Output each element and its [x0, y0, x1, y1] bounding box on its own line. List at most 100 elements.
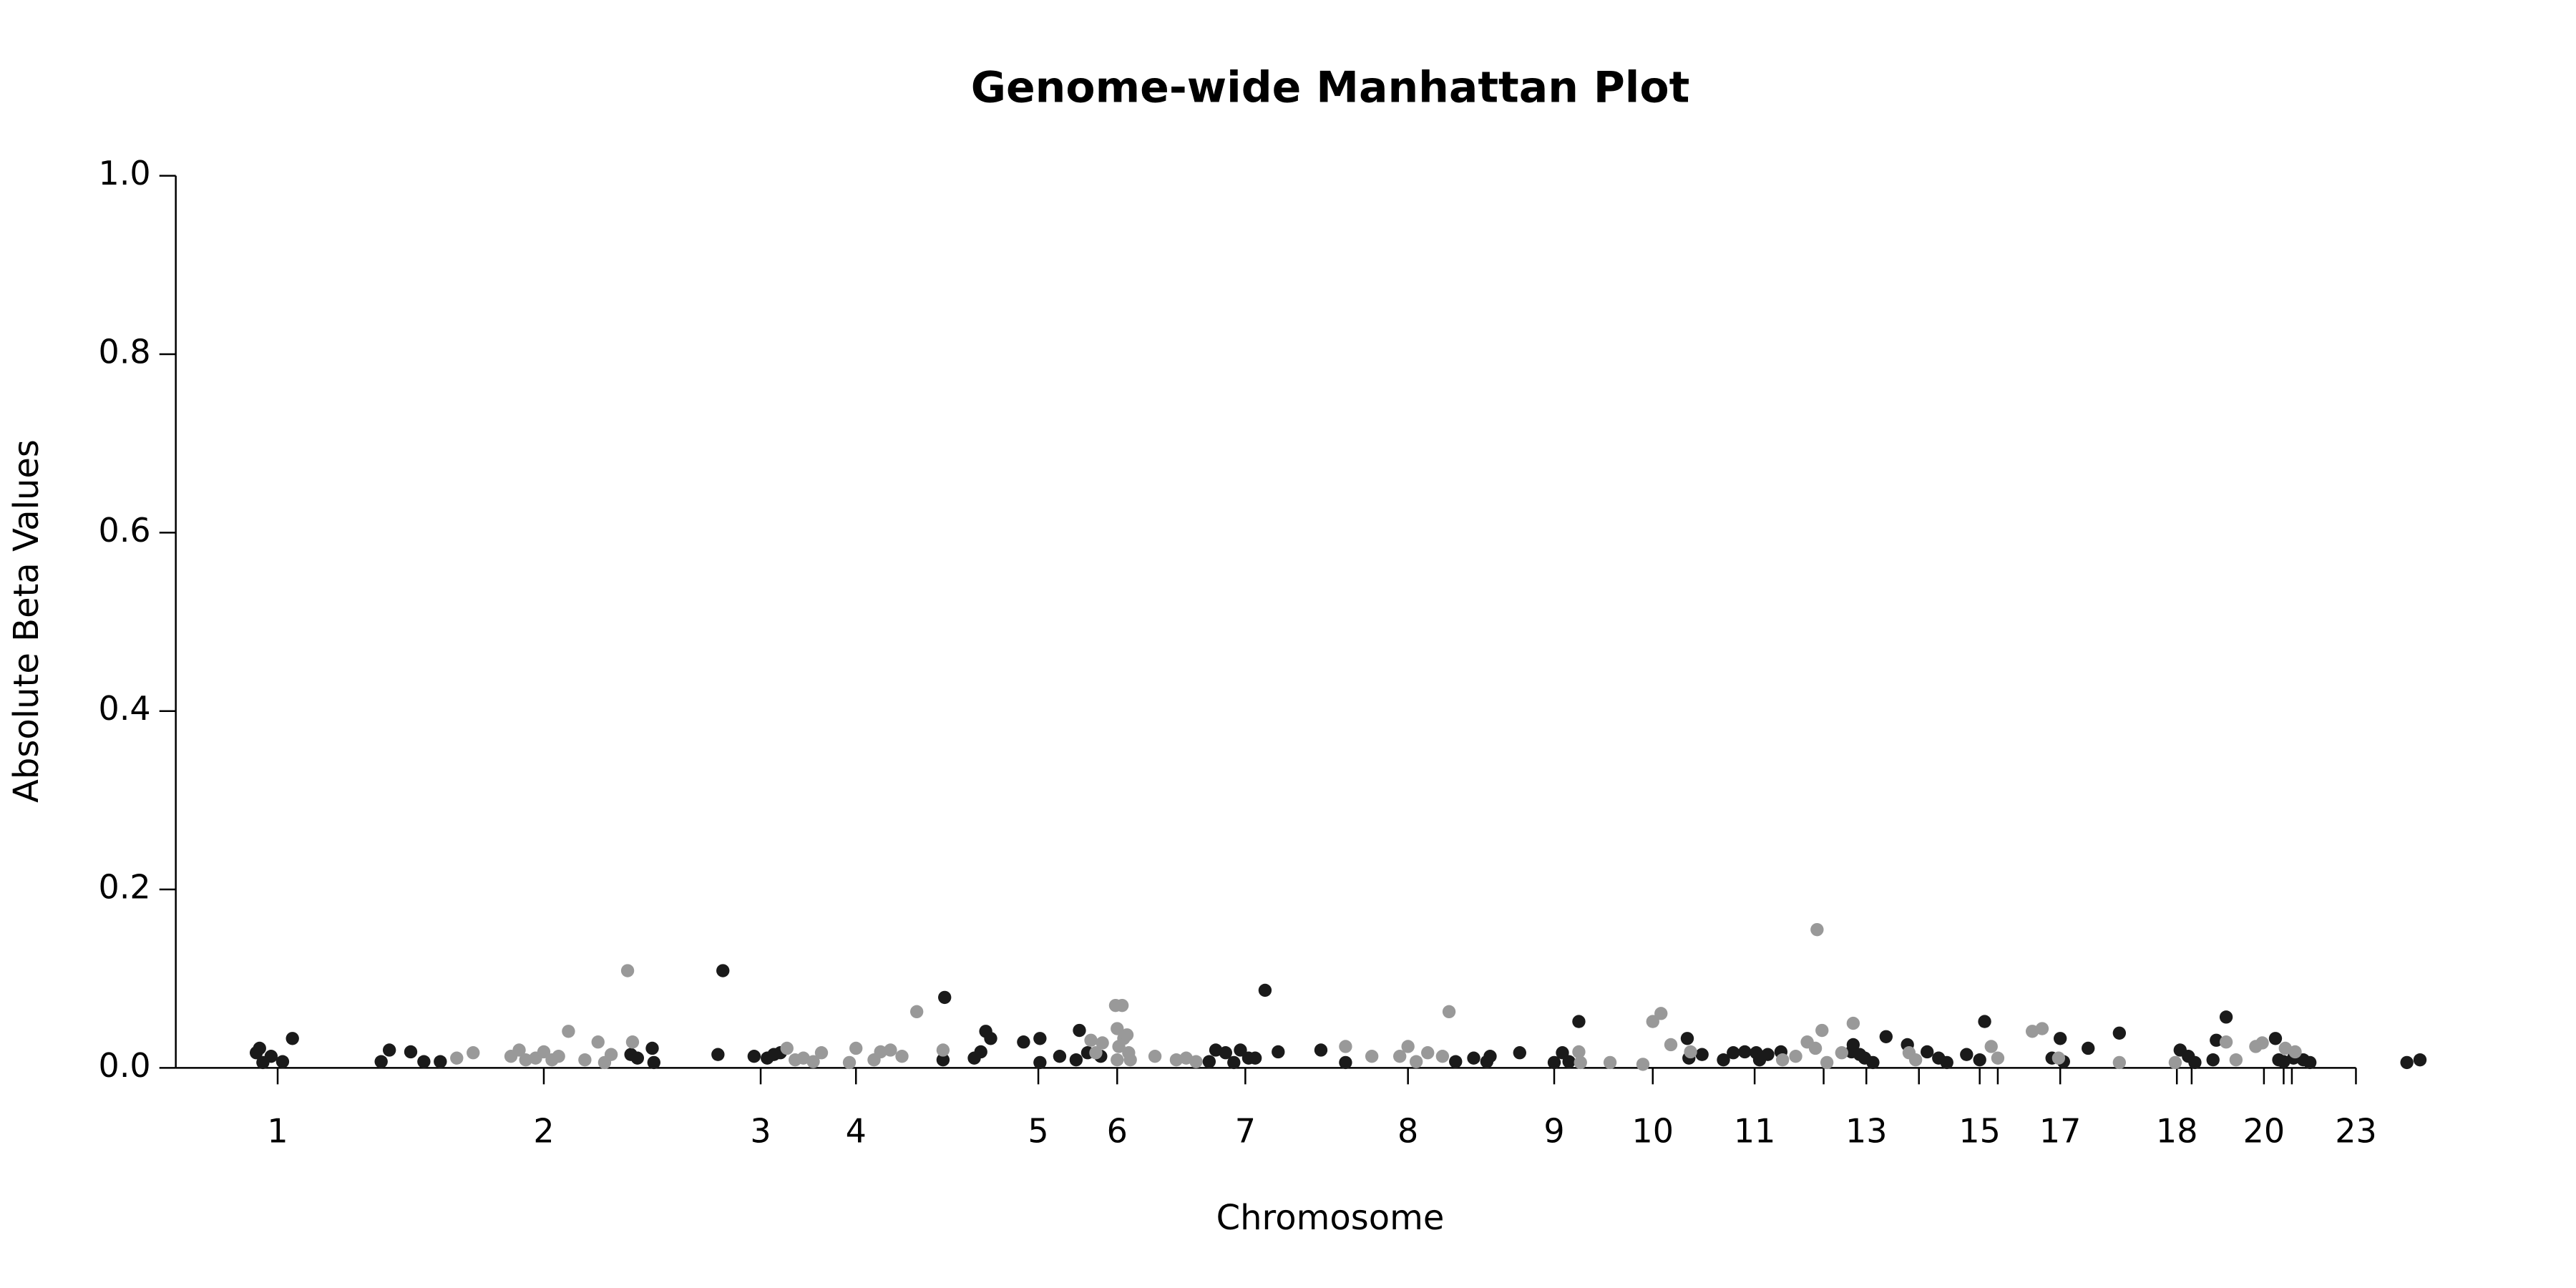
- data-point: [1717, 1053, 1730, 1067]
- data-point: [434, 1055, 447, 1068]
- data-point: [2278, 1041, 2292, 1055]
- x-tick-label: 20: [2243, 1112, 2285, 1151]
- data-point: [2219, 1035, 2233, 1049]
- data-point: [1908, 1053, 1923, 1067]
- data-point: [2255, 1036, 2269, 1050]
- data-point: [552, 1050, 565, 1063]
- data-point: [1846, 1038, 1860, 1052]
- x-tick-label: 23: [2335, 1112, 2377, 1151]
- data-point: [1272, 1045, 1285, 1059]
- data-point: [1339, 1040, 1352, 1053]
- data-point: [1115, 998, 1129, 1013]
- data-point: [1189, 1055, 1203, 1068]
- data-point: [562, 1025, 575, 1038]
- data-point: [1636, 1058, 1650, 1071]
- data-point: [2051, 1051, 2066, 1065]
- data-point: [647, 1055, 660, 1070]
- data-point: [895, 1050, 909, 1063]
- data-point: [1449, 1055, 1463, 1068]
- data-point: [1960, 1048, 1974, 1061]
- data-point: [1111, 1022, 1124, 1035]
- data-point: [1680, 1032, 1694, 1045]
- y-tick-label: 0.0: [99, 1046, 151, 1085]
- data-point: [2188, 1055, 2202, 1070]
- data-point: [286, 1032, 299, 1045]
- data-point: [1442, 1005, 1456, 1019]
- data-point: [625, 1035, 640, 1049]
- data-point: [1069, 1053, 1083, 1067]
- data-point: [1574, 1055, 1587, 1070]
- data-point: [1053, 1050, 1067, 1063]
- data-point: [1603, 1055, 1617, 1070]
- x-tick-label: 15: [1958, 1112, 2001, 1151]
- x-tick-label: 2: [533, 1112, 554, 1151]
- data-point: [1835, 1046, 1848, 1060]
- data-point: [1572, 1015, 1586, 1028]
- x-tick-label: 7: [1235, 1112, 1256, 1151]
- data-point: [1879, 1030, 1893, 1043]
- data-point: [1572, 1045, 1586, 1059]
- data-point: [537, 1045, 551, 1059]
- data-point: [884, 1043, 897, 1057]
- data-point: [1084, 1033, 1098, 1047]
- data-point: [2413, 1053, 2427, 1067]
- x-tick-label: 6: [1107, 1112, 1128, 1151]
- data-point: [1467, 1051, 1480, 1065]
- data-point: [264, 1050, 278, 1063]
- data-point: [1547, 1055, 1561, 1070]
- data-point: [2168, 1055, 2182, 1070]
- data-point: [2229, 1053, 2243, 1067]
- data-point: [806, 1055, 820, 1068]
- data-point: [2206, 1053, 2220, 1067]
- data-point: [1810, 922, 1824, 937]
- data-point: [1513, 1046, 1526, 1060]
- x-tick-label: 4: [846, 1112, 867, 1151]
- data-point: [796, 1051, 810, 1065]
- y-tick-label: 0.2: [99, 868, 151, 907]
- data-point: [1219, 1046, 1233, 1060]
- data-point: [1973, 1053, 1986, 1067]
- data-point: [1123, 1053, 1137, 1067]
- data-point: [1111, 1053, 1124, 1067]
- data-point: [630, 1051, 645, 1065]
- data-point: [936, 1043, 950, 1057]
- data-point: [1339, 1055, 1352, 1070]
- data-point: [2277, 1055, 2290, 1068]
- data-point: [1738, 1045, 1752, 1059]
- data-point: [2035, 1022, 2049, 1035]
- data-point: [842, 1055, 857, 1070]
- data-point: [1017, 1035, 1030, 1049]
- data-point: [2303, 1055, 2317, 1070]
- data-point: [645, 1041, 659, 1055]
- data-point: [1148, 1050, 1162, 1063]
- data-point: [1073, 1023, 1086, 1038]
- data-point: [1314, 1043, 1328, 1057]
- data-point: [2210, 1033, 2223, 1047]
- x-tick-label: 8: [1397, 1112, 1418, 1151]
- data-point: [404, 1045, 418, 1059]
- data-point: [2112, 1055, 2127, 1070]
- data-point: [1234, 1043, 1247, 1057]
- data-point: [512, 1043, 526, 1057]
- data-point: [1033, 1055, 1047, 1070]
- data-point: [780, 1041, 794, 1055]
- data-point: [2268, 1032, 2283, 1045]
- data-point: [1984, 1040, 1998, 1053]
- data-point: [417, 1055, 431, 1068]
- data-point: [1120, 1028, 1134, 1042]
- data-point: [1435, 1050, 1450, 1063]
- data-point: [1202, 1055, 1216, 1068]
- data-point: [591, 1035, 605, 1049]
- y-tick-label: 0.8: [99, 333, 151, 371]
- data-point: [974, 1045, 987, 1059]
- data-point: [1921, 1045, 1934, 1059]
- data-point: [275, 1055, 290, 1068]
- data-point: [1033, 1032, 1047, 1045]
- data-point: [1209, 1043, 1223, 1057]
- y-axis-label: Absolute Beta Values: [6, 439, 47, 803]
- data-point: [1483, 1050, 1497, 1063]
- data-point: [849, 1041, 863, 1055]
- data-point: [1562, 1055, 1576, 1068]
- x-tick-label: 3: [750, 1112, 771, 1151]
- data-point: [382, 1043, 396, 1057]
